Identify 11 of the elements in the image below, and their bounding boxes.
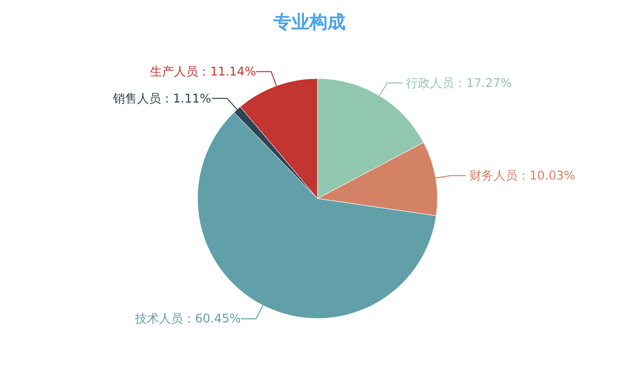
slice-label: 财务人员: [470, 168, 518, 183]
data-label: ：60.45%: [183, 312, 241, 326]
data-label: ：10.03%: [518, 168, 576, 183]
slice-label: 技术人员: [134, 312, 184, 326]
data-label: ：1.11%: [160, 91, 212, 106]
slice-label: 行政人员: [406, 76, 454, 90]
chart-title: 专业构成: [272, 12, 346, 33]
slice-label: 生产人员: [150, 64, 198, 79]
data-label: ：11.14%: [198, 64, 256, 79]
data-label: ：17.27%: [454, 76, 512, 90]
slice-label: 销售人员: [112, 91, 161, 106]
